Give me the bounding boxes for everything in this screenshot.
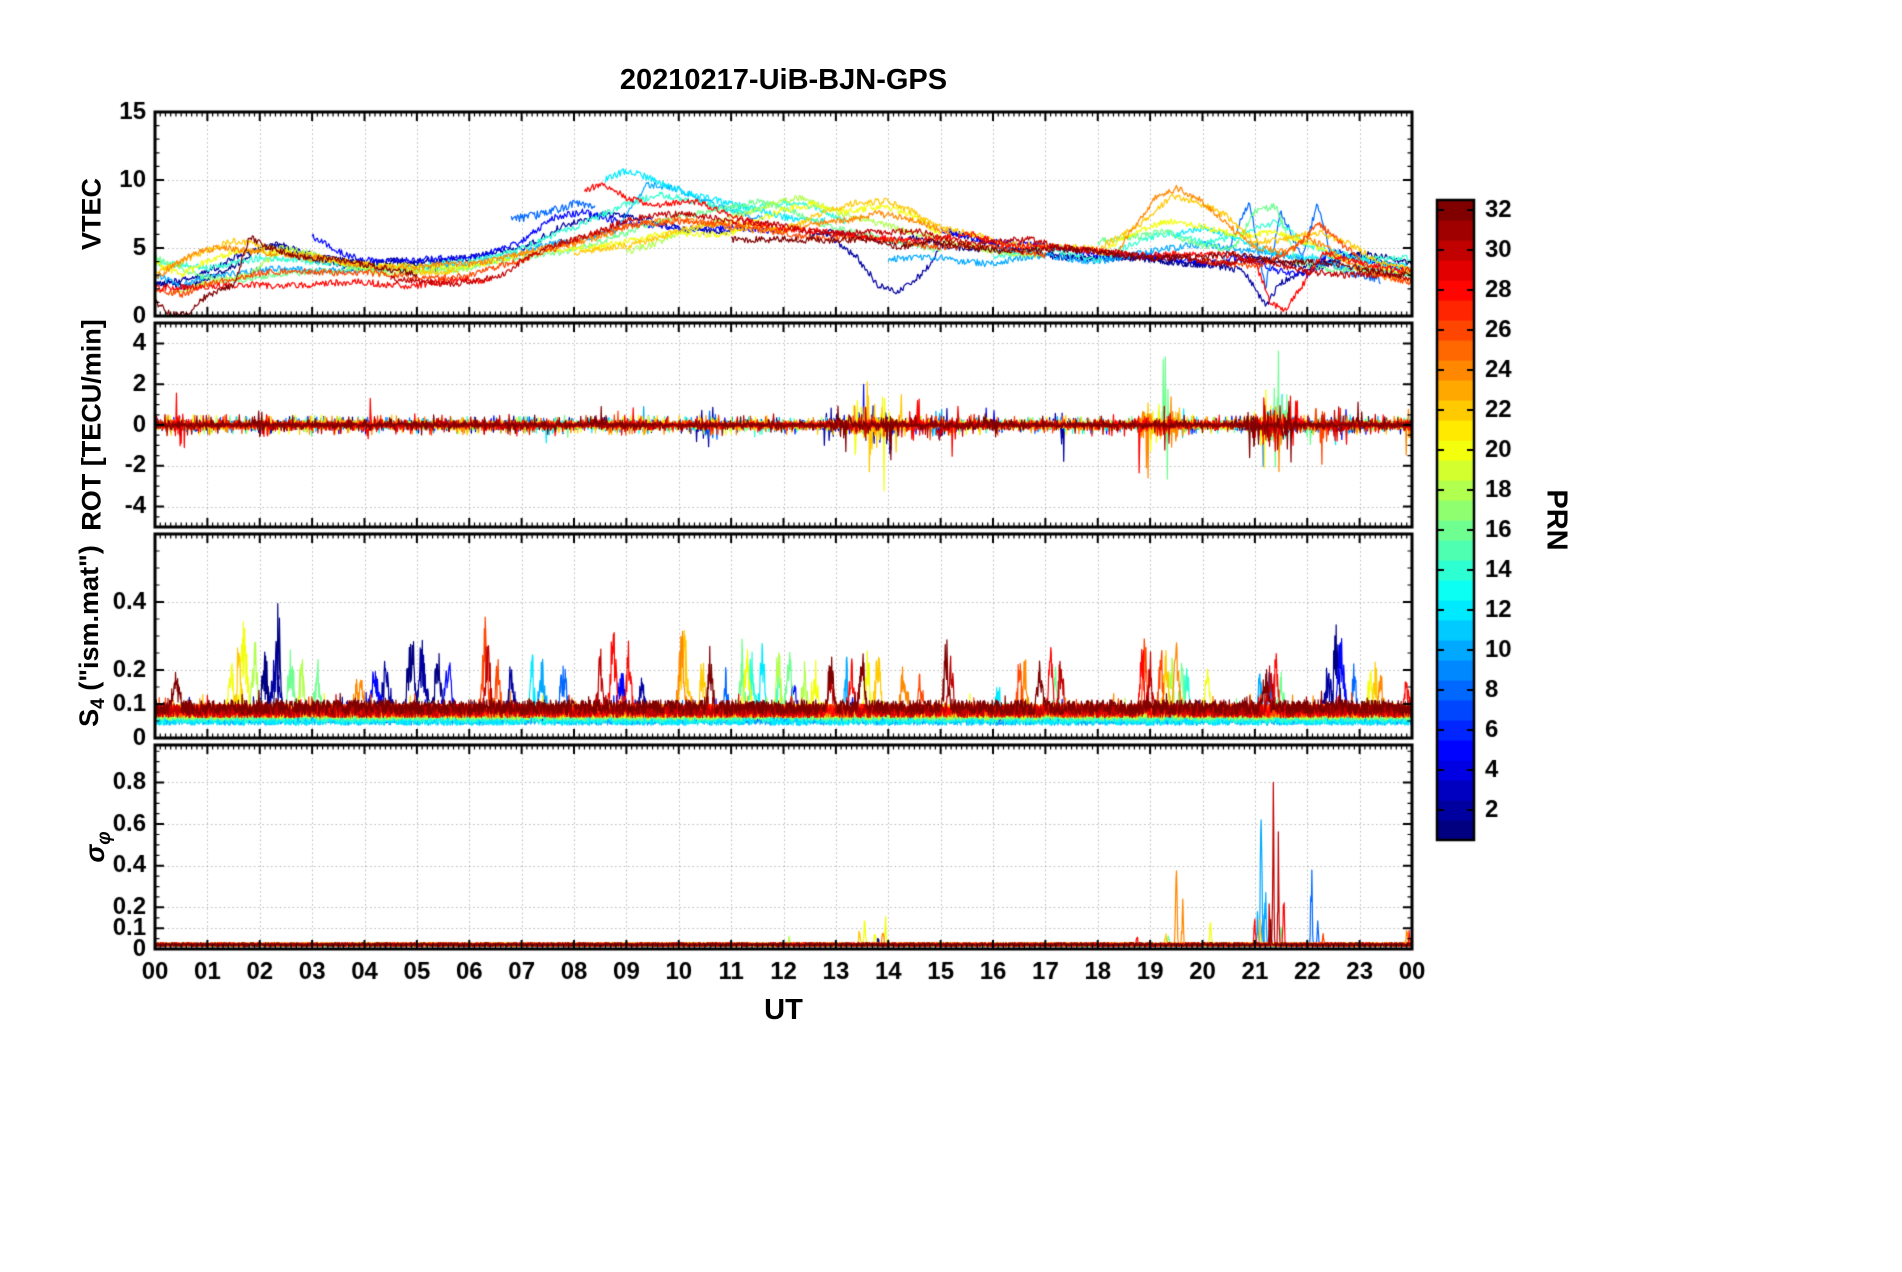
x-axis-label: UT — [764, 994, 803, 1026]
ylabel-s4-rest: ("ism.mat") — [73, 545, 104, 699]
ylabel-s4: S4 ("ism.mat") — [74, 545, 110, 727]
chart-title: 20210217-UiB-BJN-GPS — [619, 64, 948, 96]
ylabel-s4-sub: 4 — [88, 698, 110, 709]
ylabel-sigma-sub: φ — [94, 831, 116, 845]
ylabel-sigma-phi: σφ — [80, 831, 116, 862]
ylabel-sigma-main: σ — [79, 844, 110, 863]
ylabel-vtec: VTEC — [76, 177, 107, 251]
ylabel-rot: ROT [TECU/min] — [76, 319, 107, 531]
colorbar-label: PRN — [1540, 489, 1573, 551]
ylabel-s4-main: S — [73, 708, 104, 727]
